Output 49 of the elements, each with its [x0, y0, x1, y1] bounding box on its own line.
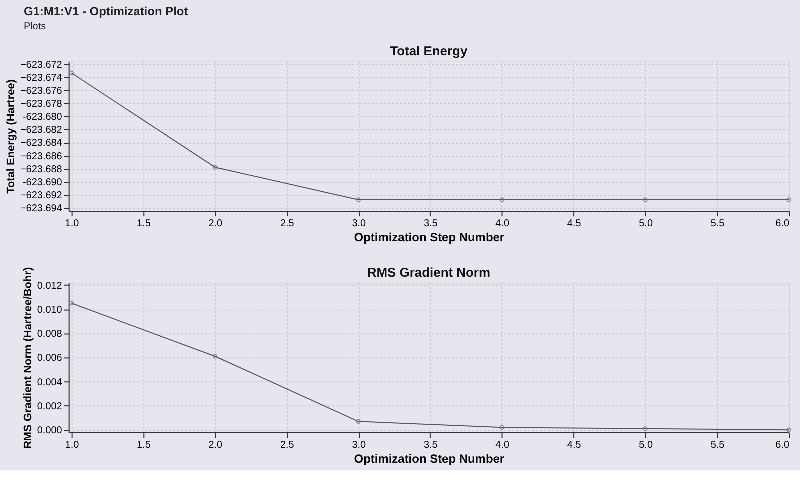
y-tick-label: 0.000: [37, 426, 63, 437]
text: Plots: [24, 22, 46, 33]
chart-title: RMS Gradient Norm: [367, 264, 490, 280]
x-tick-label: 5.0: [639, 218, 654, 230]
x-tick-label: 5.5: [710, 218, 726, 230]
y-tick-label: 0.010: [37, 304, 63, 316]
x-tick-label: 1.0: [65, 218, 80, 230]
y-tick-label: 0.004: [37, 377, 63, 388]
x-axis-title: Optimization Step Number: [354, 230, 505, 244]
y-axis-title: Total Energy (Hartree): [5, 79, 18, 194]
y-tick-label: −623.684: [20, 138, 63, 150]
y-tick-label: 0.002: [37, 401, 63, 412]
y-tick-label: −623.682: [20, 125, 63, 136]
y-tick-label: −623.672: [20, 60, 63, 72]
x-tick-label: 3.0: [352, 440, 367, 451]
y-tick-label: −623.678: [20, 99, 63, 110]
chart-title: Total Energy: [390, 43, 468, 58]
y-axis-title: RMS Gradient Norm (Hartree/Bohr): [22, 267, 34, 450]
x-tick-label: 3.0: [352, 218, 367, 230]
y-tick-label: 0.006: [37, 353, 63, 364]
x-tick-label: 5.0: [639, 440, 654, 451]
x-tick-label: 4.5: [567, 218, 582, 230]
y-tick-label: -623.690: [22, 177, 63, 188]
y-tick-label: 0.008: [37, 329, 63, 340]
y-tick-label: −623.688: [20, 164, 63, 176]
x-tick-label: 2.0: [208, 218, 224, 230]
x-tick-label: 2.5: [280, 218, 295, 230]
y-tick-label: −623.674: [20, 73, 63, 84]
x-tick-label: 1.5: [137, 440, 152, 451]
x-tick-label: 6.0: [776, 440, 790, 451]
x-tick-label: 4.0: [496, 440, 510, 451]
x-tick-label: 2.5: [280, 440, 295, 451]
x-tick-label: 6.0: [776, 218, 790, 230]
y-tick-label: −623.692: [20, 190, 63, 202]
x-axis-title: Optimization Step Number: [354, 452, 505, 466]
x-tick-label: 4.5: [567, 440, 582, 451]
x-tick-label: 5.5: [710, 440, 726, 451]
x-tick-label: 1.5: [137, 218, 152, 230]
y-tick-label: 0.012: [37, 280, 63, 292]
y-tick-label: −623.694: [20, 203, 63, 214]
x-tick-label: 2.0: [208, 440, 224, 451]
x-tick-label: 3.5: [424, 440, 438, 451]
y-tick-label: −623.686: [20, 151, 63, 162]
x-tick-label: 3.5: [424, 218, 438, 230]
y-tick-label: −623.676: [20, 86, 63, 98]
y-tick-label: -623.680: [22, 112, 63, 124]
text: G1:M1:V1 - Optimization Plot: [24, 4, 188, 19]
x-tick-label: 1.0: [65, 440, 80, 451]
x-tick-label: 4.0: [496, 218, 510, 230]
